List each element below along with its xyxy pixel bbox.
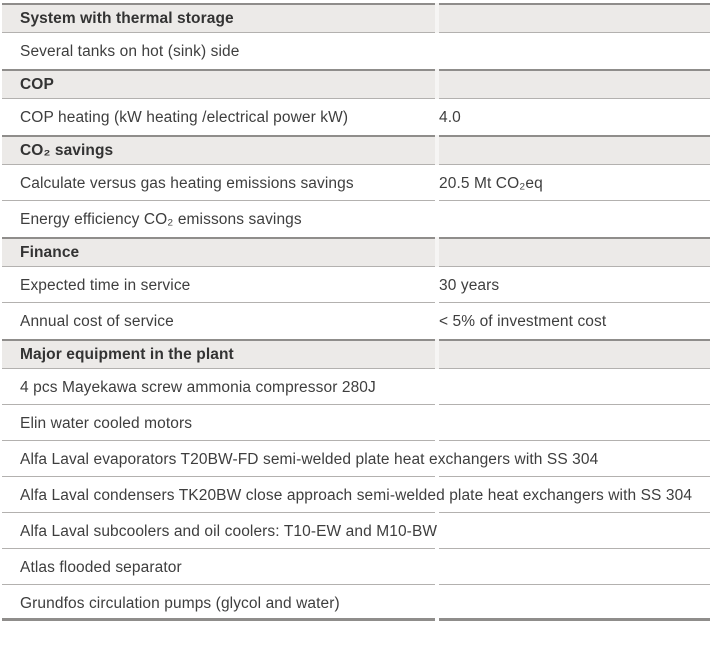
separator-line	[439, 512, 710, 513]
table-row: 4 pcs Mayekawa screw ammonia compressor …	[2, 369, 710, 405]
row-label: Expected time in service	[20, 276, 191, 294]
separator-line	[439, 339, 710, 341]
row-label: Energy efficiency CO₂ emissons savings	[20, 210, 302, 228]
row-label: Elin water cooled motors	[20, 414, 193, 432]
section-title: Finance	[20, 243, 80, 261]
separator-line	[2, 584, 435, 585]
row-label: 4 pcs Mayekawa screw ammonia compressor …	[20, 378, 376, 396]
separator-line	[2, 368, 435, 369]
row-value: 20.5 Mt CO₂eq	[439, 174, 543, 192]
separator-line	[439, 266, 710, 267]
table-row: Expected time in service 30 years	[2, 267, 710, 303]
section-header-row: CO₂ savings	[2, 135, 710, 165]
row-value: < 5% of investment cost	[439, 312, 607, 330]
separator-line	[2, 512, 435, 513]
separator-line	[2, 618, 435, 621]
separator-line	[439, 618, 710, 621]
column-gap-stripe	[435, 135, 439, 165]
separator-line	[2, 237, 435, 239]
row-label: Alfa Laval subcoolers and oil coolers: T…	[20, 522, 438, 540]
row-label: COP heating (kW heating /electrical powe…	[20, 108, 349, 126]
row-label: Calculate versus gas heating emissions s…	[20, 174, 354, 192]
table-row: Grundfos circulation pumps (glycol and w…	[2, 585, 710, 621]
column-gap-stripe	[435, 339, 439, 369]
table-row: Several tanks on hot (sink) side	[2, 33, 710, 69]
separator-line	[2, 339, 435, 341]
section-header-row: COP	[2, 69, 710, 99]
column-gap-stripe	[435, 69, 439, 99]
separator-line	[2, 302, 435, 303]
separator-line	[2, 440, 435, 441]
separator-line	[2, 69, 435, 71]
section-title: COP	[20, 75, 54, 93]
separator-line	[439, 3, 710, 5]
separator-line	[2, 164, 435, 165]
separator-line	[2, 98, 435, 99]
separator-line	[2, 32, 435, 33]
row-label: Alfa Laval evaporators T20BW-FD semi-wel…	[20, 450, 599, 468]
separator-line	[439, 32, 710, 33]
separator-line	[439, 548, 710, 549]
separator-line	[439, 368, 710, 369]
separator-line	[439, 302, 710, 303]
separator-line	[439, 404, 710, 405]
row-label: Several tanks on hot (sink) side	[20, 42, 240, 60]
separator-line	[2, 404, 435, 405]
separator-line	[439, 476, 710, 477]
separator-line	[2, 135, 435, 137]
separator-line	[439, 98, 710, 99]
table-row: Atlas flooded separator	[2, 549, 710, 585]
row-label: Annual cost of service	[20, 312, 174, 330]
row-value: 4.0	[439, 108, 461, 126]
separator-line	[439, 237, 710, 239]
separator-line	[439, 440, 710, 441]
row-label: Atlas flooded separator	[20, 558, 182, 576]
separator-line	[2, 266, 435, 267]
spec-table: System with thermal storage Several tanks…	[2, 3, 710, 621]
separator-line	[2, 200, 435, 201]
section-title: CO₂ savings	[20, 141, 114, 159]
row-label: Alfa Laval condensers TK20BW close appro…	[20, 486, 693, 504]
separator-line	[439, 584, 710, 585]
section-title: System with thermal storage	[20, 9, 234, 27]
separator-line	[2, 3, 435, 5]
separator-line	[439, 135, 710, 137]
row-label: Grundfos circulation pumps (glycol and w…	[20, 594, 340, 612]
section-title: Major equipment in the plant	[20, 345, 234, 363]
table-row: Alfa Laval evaporators T20BW-FD semi-wel…	[2, 441, 710, 477]
section-header-row: Finance	[2, 237, 710, 267]
table-row: Alfa Laval condensers TK20BW close appro…	[2, 477, 710, 513]
table-row: Elin water cooled motors	[2, 405, 710, 441]
separator-line	[439, 200, 710, 201]
table-row: Alfa Laval subcoolers and oil coolers: T…	[2, 513, 710, 549]
table-row: Annual cost of service < 5% of investment…	[2, 303, 710, 339]
section-header-row: System with thermal storage	[2, 3, 710, 33]
separator-line	[2, 476, 435, 477]
table-row: COP heating (kW heating /electrical powe…	[2, 99, 710, 135]
column-gap-stripe	[435, 237, 439, 267]
table-row: Calculate versus gas heating emissions s…	[2, 165, 710, 201]
separator-line	[439, 69, 710, 71]
section-header-row: Major equipment in the plant	[2, 339, 710, 369]
separator-line	[439, 164, 710, 165]
table-row: Energy efficiency CO₂ emissons savings	[2, 201, 710, 237]
column-gap-stripe	[435, 3, 439, 33]
row-value: 30 years	[439, 276, 500, 294]
separator-line	[2, 548, 435, 549]
